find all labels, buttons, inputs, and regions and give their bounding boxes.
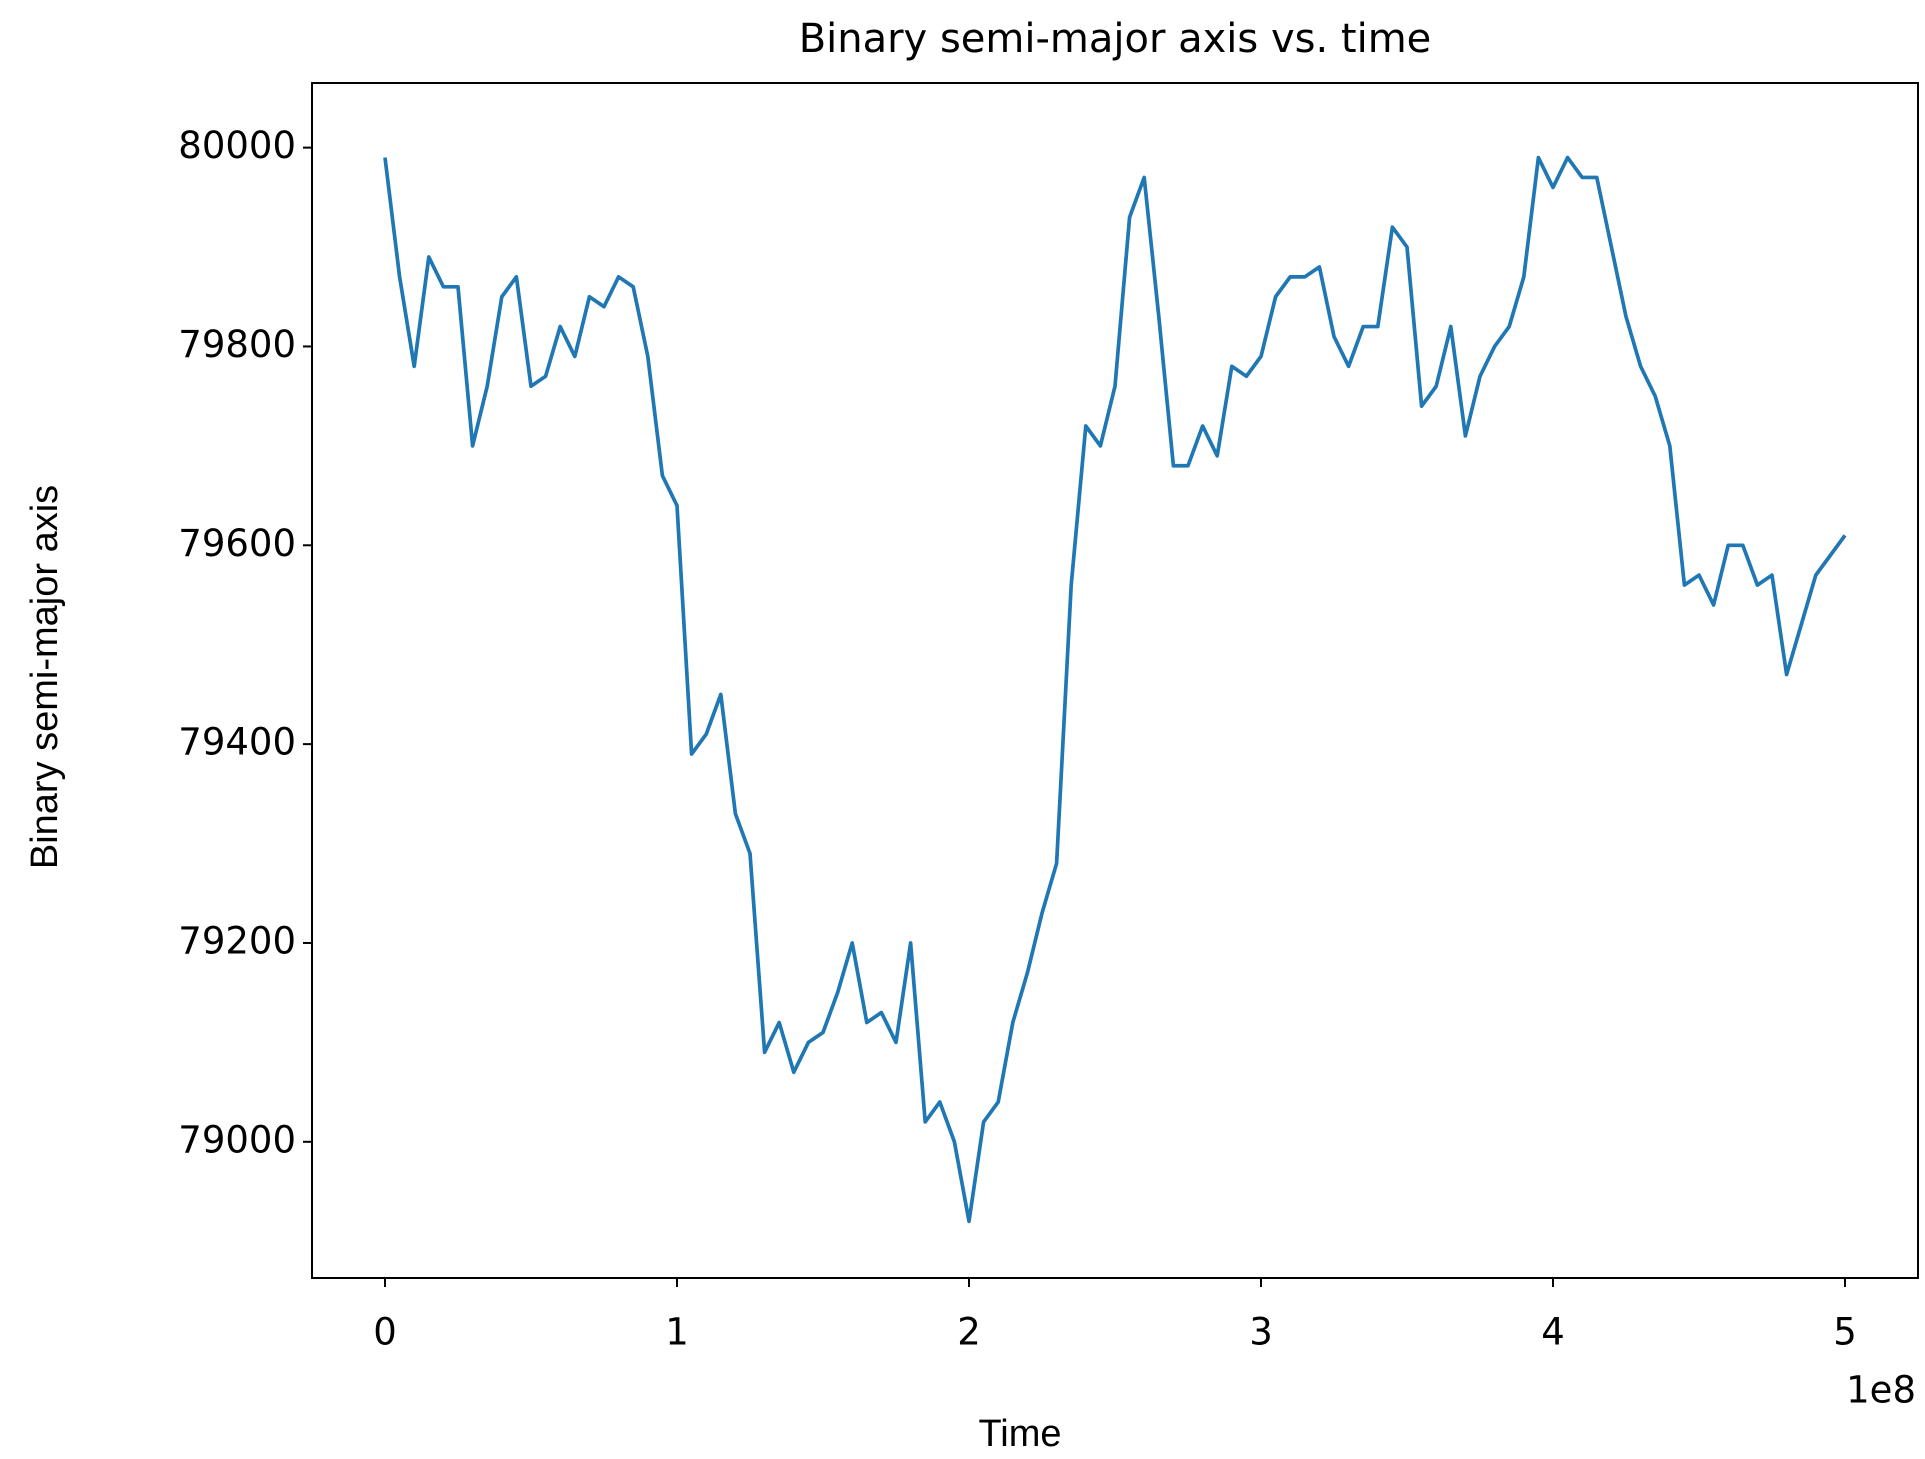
x-tick-label: 5: [1833, 1311, 1857, 1354]
x-tick-label: 4: [1541, 1311, 1565, 1354]
chart-title: Binary semi-major axis vs. time: [799, 16, 1432, 62]
y-tick-label: 79800: [178, 323, 296, 366]
x-tick-label: 0: [373, 1311, 397, 1354]
x-tick-label: 2: [957, 1311, 981, 1354]
plot-frame: [311, 82, 1919, 1279]
x-offset-label: 1e8: [1846, 1369, 1916, 1412]
y-axis-label: Binary semi-major axis: [24, 485, 66, 869]
x-tick-label: 1: [665, 1311, 689, 1354]
x-axis-label: Time: [978, 1413, 1061, 1455]
data-line: [383, 155, 1847, 1224]
y-tick-label: 79600: [178, 522, 296, 565]
y-tick-label: 79200: [178, 919, 296, 962]
y-tick-label: 80000: [178, 124, 296, 167]
y-tick-label: 79400: [178, 721, 296, 764]
x-tick-label: 3: [1249, 1311, 1273, 1354]
y-tick-label: 79000: [178, 1118, 296, 1161]
